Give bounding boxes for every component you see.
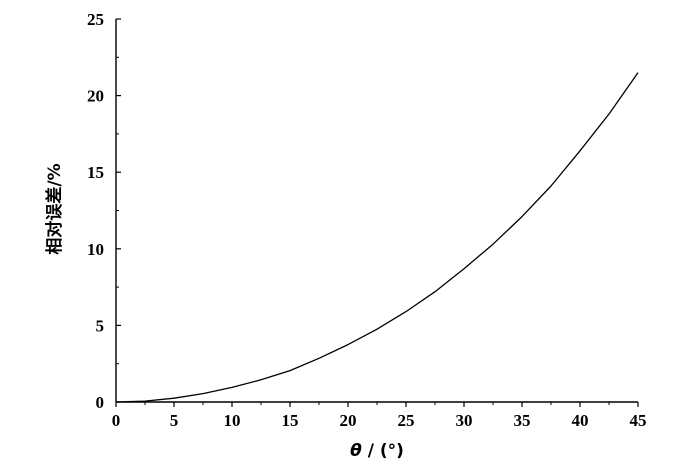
x-tick-label: 35 [514,411,531,430]
tick-labels: 0 5 10 15 20 25 30 35 40 45 0 5 10 15 20 25 [87,10,647,430]
x-tick-label: 15 [282,411,299,430]
x-axis-title: θ / (°) [350,441,404,461]
x-tick-label: 0 [112,411,121,430]
x-axis-symbol: θ [350,441,362,461]
x-tick-label: 45 [630,411,647,430]
x-tick-label: 25 [398,411,415,430]
y-tick-label: 5 [96,316,105,335]
y-tick-label: 15 [87,163,104,182]
y-tick-label: 20 [87,87,104,106]
ticks [115,18,639,407]
x-axis-unit: / (°) [362,441,404,461]
x-tick-label: 30 [456,411,473,430]
y-axis-title: 相对误差/% [44,163,65,254]
y-tick-label: 0 [96,393,105,412]
x-tick-label: 10 [224,411,241,430]
axes [115,19,638,403]
y-tick-label: 25 [87,10,104,29]
series-layer [115,72,639,403]
y-tick-label: 10 [87,240,104,259]
x-tick-label: 5 [170,411,179,430]
x-tick-label: 20 [340,411,357,430]
series-line [115,72,639,403]
x-tick-label: 40 [572,411,589,430]
